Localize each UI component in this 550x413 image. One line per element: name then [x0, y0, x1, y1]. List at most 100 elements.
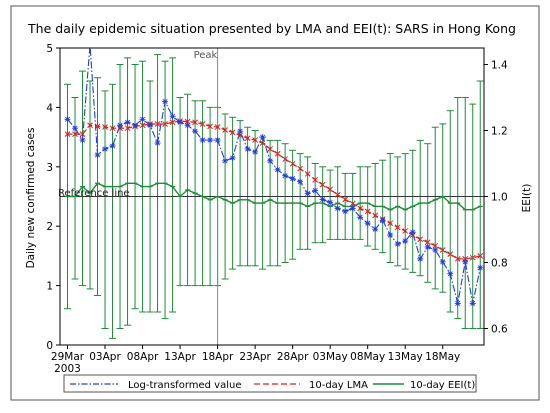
y2-tick-label: 1.0: [491, 192, 508, 204]
lma-point: [207, 123, 213, 130]
y-tick-label: 3: [46, 162, 53, 174]
lma-point: [334, 191, 341, 198]
lma-point: [364, 208, 371, 215]
x-tick-label: 23Apr: [239, 351, 271, 363]
log-point: [327, 199, 334, 206]
y-tick-label: 0: [46, 340, 53, 352]
lma-point: [304, 171, 311, 177]
log-point: [454, 300, 461, 307]
lma-point: [252, 137, 258, 143]
log-point: [469, 300, 476, 307]
lma-point: [64, 131, 71, 137]
lma-point: [312, 177, 319, 183]
lma-point: [319, 181, 326, 188]
x-tick-label: 13May: [388, 351, 423, 363]
log-point: [424, 243, 431, 250]
x-tick-label: 08Apr: [127, 351, 159, 363]
lma-point: [222, 127, 228, 133]
log-point: [409, 229, 416, 236]
x-tick-label: 03May: [313, 351, 348, 363]
legend-label-eei: 10-day EEI(t): [410, 380, 475, 391]
lma-point: [432, 242, 439, 249]
log-point: [72, 125, 79, 132]
legend-box: [63, 374, 477, 393]
lma-point: [289, 160, 296, 167]
lma-point: [424, 239, 431, 246]
y2-tick-label: 1.4: [491, 60, 508, 72]
y2-tick-label: 1.2: [491, 126, 508, 138]
log-point: [79, 137, 86, 144]
lma-point: [342, 196, 349, 203]
log-point: [394, 241, 401, 248]
log-point: [184, 122, 191, 129]
lma-point: [267, 146, 273, 152]
lma-point: [454, 256, 461, 262]
log-point: [289, 175, 296, 182]
lma-point: [199, 121, 206, 127]
log-point: [124, 119, 131, 126]
log-point: [304, 190, 311, 197]
lma-point: [139, 122, 146, 129]
log-point: [199, 137, 206, 144]
lma-point: [327, 186, 334, 193]
lma-point: [387, 220, 394, 227]
lma-point: [192, 119, 198, 126]
lma-point: [394, 224, 401, 231]
lma-point: [447, 251, 454, 257]
log-point: [109, 143, 116, 150]
reference-line-label: Reference line: [58, 188, 130, 199]
y2-tick-label: 0.6: [491, 324, 508, 336]
y-tick-label: 2: [46, 221, 53, 233]
y-axis-label: Daily new confirmed cases: [25, 128, 37, 269]
log-point: [162, 98, 169, 105]
series-markers: [64, 48, 484, 307]
log-point: [192, 128, 199, 135]
log-point: [387, 232, 394, 239]
log-point: [372, 226, 379, 233]
x-tick-label: 13Apr: [164, 351, 196, 363]
log-point: [334, 205, 341, 212]
log-point: [282, 172, 289, 179]
lma-point: [357, 205, 364, 212]
log-point: [169, 113, 176, 120]
lma-point: [87, 122, 93, 129]
x-tick-label: 08May: [350, 351, 385, 363]
lma-point: [72, 131, 78, 137]
lma-point: [282, 156, 288, 162]
log-point: [447, 270, 454, 277]
y2-tick-label: 0.8: [491, 258, 508, 270]
lma-point: [349, 200, 356, 207]
log-point: [259, 134, 266, 141]
lma-point: [162, 121, 168, 127]
log-point: [349, 205, 356, 212]
legend-label-lma: 10-day LMA: [309, 380, 368, 391]
log-point: [432, 246, 439, 253]
lma-point: [214, 124, 221, 130]
lma-point: [439, 247, 446, 253]
log-point: [342, 208, 349, 215]
lma-point: [109, 125, 116, 132]
log-point: [462, 258, 469, 265]
x-tick-sublabel: 2003: [54, 363, 81, 375]
log-point: [147, 122, 154, 129]
lma-point: [169, 119, 176, 126]
lma-point: [372, 212, 379, 219]
x-tick-label: 28Apr: [277, 351, 309, 363]
log-point: [402, 238, 409, 245]
log-point: [364, 220, 371, 227]
lma-point: [229, 129, 236, 136]
lma-point: [477, 253, 484, 259]
peak-label: Peak: [194, 50, 218, 61]
log-point: [312, 187, 319, 194]
lma-point: [154, 121, 161, 127]
lma-point: [237, 132, 243, 139]
log-point: [237, 128, 244, 135]
log-point: [132, 122, 139, 129]
log-point: [379, 217, 386, 224]
log-point: [357, 214, 364, 221]
log-point: [297, 178, 304, 185]
lma-point: [402, 228, 409, 234]
lma-point: [94, 123, 101, 130]
log-point: [252, 148, 259, 155]
